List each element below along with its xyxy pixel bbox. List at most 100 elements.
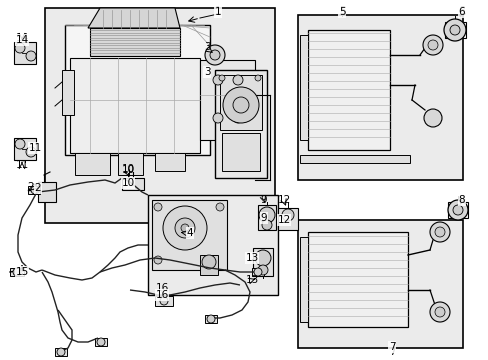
Text: 13: 13 [245,275,258,285]
Bar [148,195,278,295]
Circle shape [427,40,437,50]
Bar [14,138,36,160]
Circle shape [449,25,459,35]
Circle shape [26,147,36,157]
Circle shape [154,256,162,264]
Circle shape [434,227,444,237]
Text: 6: 6 [458,6,465,16]
Circle shape [429,222,449,242]
Circle shape [163,206,206,250]
Circle shape [206,315,215,323]
Circle shape [13,268,21,276]
Polygon shape [88,8,180,28]
Bar [55,348,67,356]
Bar [447,202,467,218]
Circle shape [15,43,25,53]
Text: 10: 10 [121,165,134,175]
Circle shape [26,51,36,61]
Circle shape [219,75,224,81]
Bar [299,155,409,163]
Circle shape [31,186,39,194]
Text: 12: 12 [277,215,290,225]
Bar [155,153,184,171]
Text: 9: 9 [260,213,267,223]
Bar [65,25,209,155]
Bar [222,133,260,171]
Circle shape [259,207,274,223]
Bar [215,70,266,178]
Circle shape [204,45,224,65]
Circle shape [253,268,262,276]
Text: 12: 12 [277,195,290,205]
Circle shape [213,113,223,123]
Text: 2: 2 [28,182,34,192]
Circle shape [154,203,162,211]
Text: 15: 15 [15,267,29,277]
Text: 14: 14 [15,35,29,45]
Text: 3: 3 [203,42,210,52]
Circle shape [213,75,223,85]
Text: 8: 8 [458,195,465,205]
Circle shape [254,75,261,81]
Circle shape [282,209,293,221]
Circle shape [447,200,467,220]
Circle shape [175,218,195,238]
Text: 10: 10 [121,164,134,174]
Text: 2: 2 [35,183,41,193]
Bar [299,237,307,322]
Text: 1: 1 [214,6,221,16]
Circle shape [262,220,271,230]
Circle shape [15,139,25,149]
Circle shape [209,50,220,60]
Bar [155,296,173,306]
Bar [62,70,74,115]
Text: 16: 16 [155,283,168,293]
Bar [75,153,110,175]
Bar [95,338,107,346]
Text: 4: 4 [186,228,193,238]
Text: 1: 1 [214,7,221,17]
Bar [204,315,217,323]
Circle shape [223,87,259,123]
Text: 11: 11 [15,160,29,170]
Circle shape [216,203,224,211]
Bar [444,22,465,38]
Bar [10,268,24,276]
Bar [28,186,40,194]
Circle shape [452,205,462,215]
Circle shape [422,35,442,55]
Circle shape [181,224,189,232]
Bar [297,220,462,348]
Circle shape [202,255,216,269]
Bar [307,30,389,150]
Text: 11: 11 [28,143,41,153]
Circle shape [232,113,243,123]
Text: 10: 10 [121,178,134,188]
Bar [122,178,143,190]
Text: 7: 7 [388,342,394,352]
Circle shape [97,338,105,346]
Text: 5: 5 [338,7,345,17]
Bar [251,268,264,276]
Bar [307,232,407,327]
Bar [297,15,462,180]
Bar [278,208,297,230]
Bar [70,58,200,153]
Circle shape [258,265,267,275]
Bar [258,205,275,230]
Circle shape [232,75,243,85]
Text: 4: 4 [186,228,193,238]
Text: 14: 14 [15,33,29,43]
Circle shape [232,97,248,113]
Bar [14,42,36,64]
Text: 16: 16 [155,290,168,300]
Text: 5: 5 [338,6,345,16]
Bar [90,28,180,56]
Circle shape [160,297,168,305]
Circle shape [423,109,441,127]
Bar [118,153,142,175]
Bar [200,255,218,275]
Circle shape [443,19,465,41]
Text: 8: 8 [458,195,465,205]
Circle shape [429,302,449,322]
